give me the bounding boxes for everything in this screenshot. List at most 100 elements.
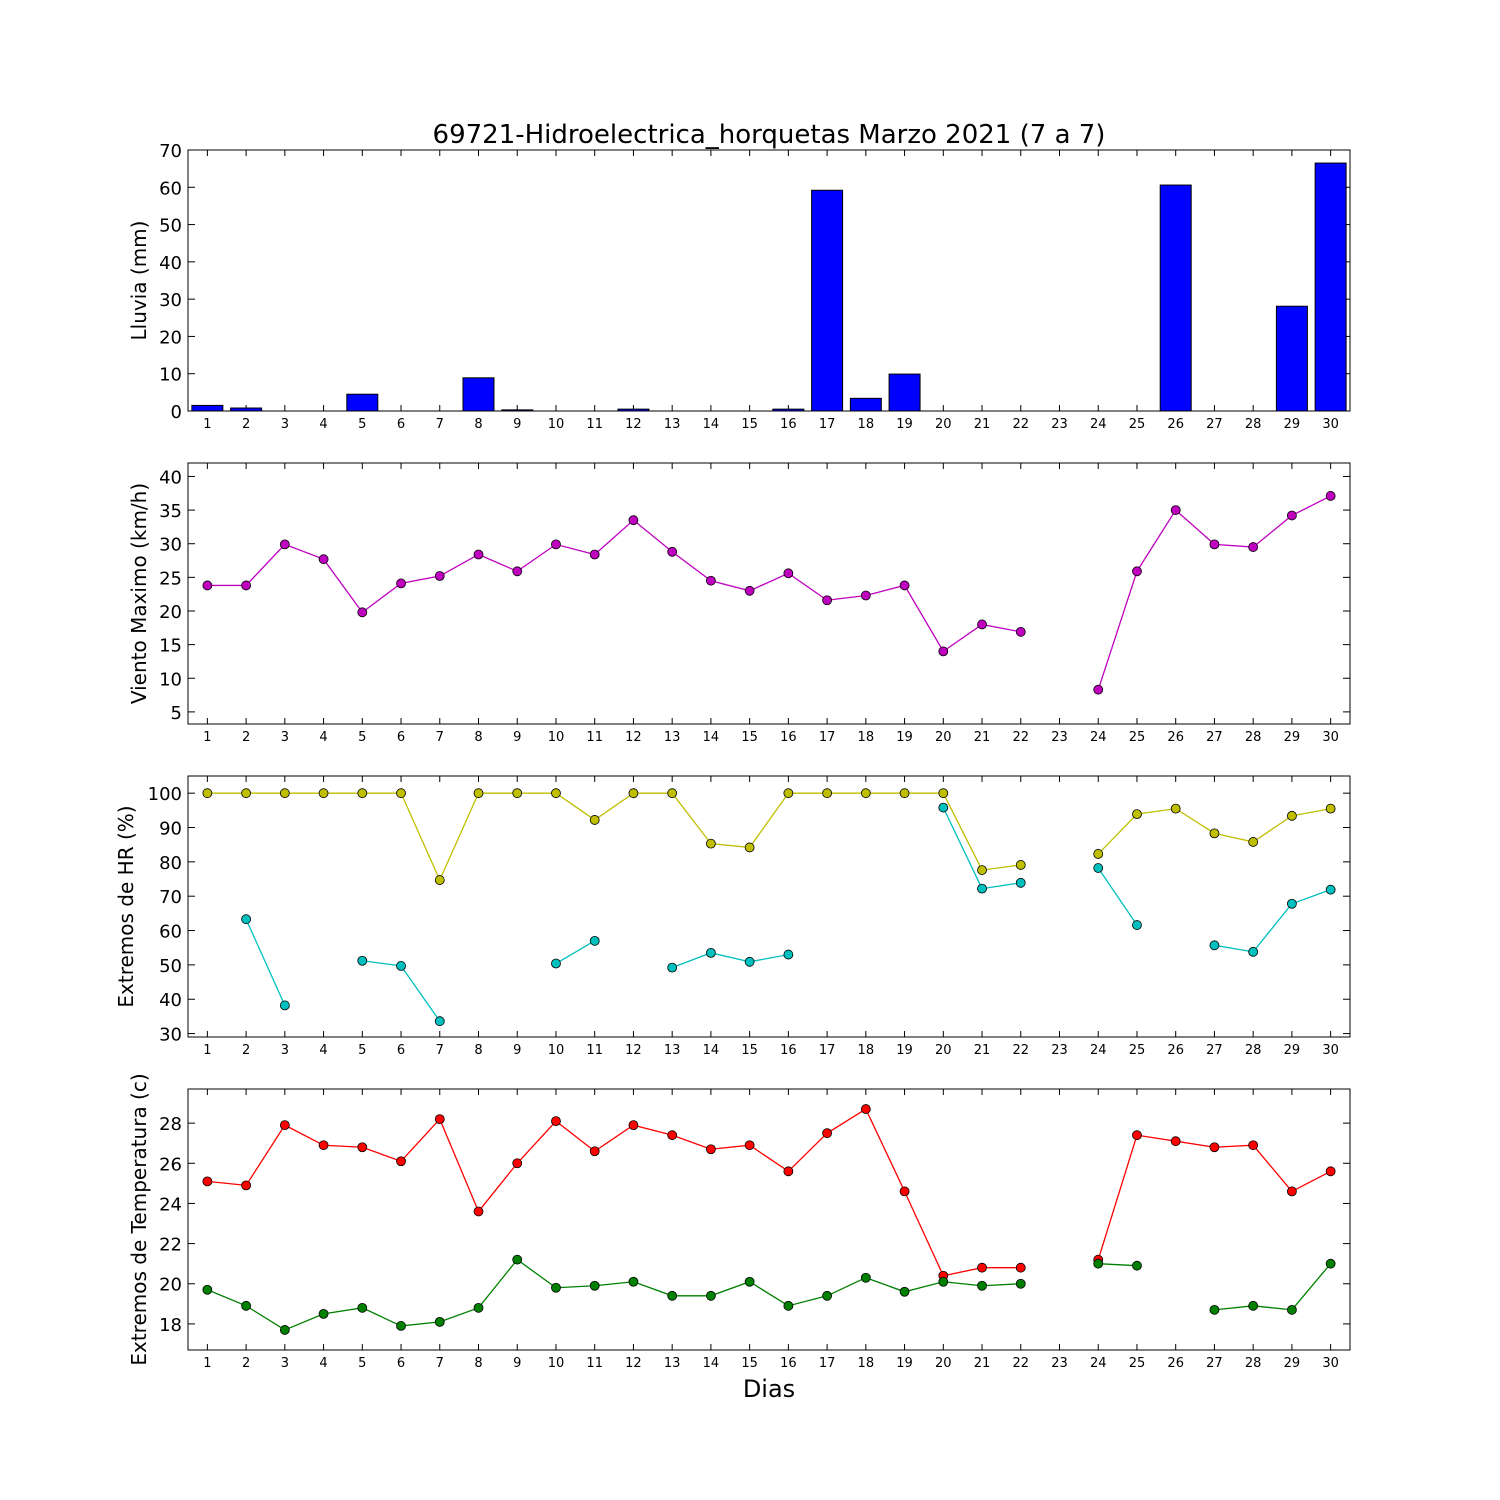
y-tick-label: 60 (159, 922, 182, 943)
data-point (706, 838, 716, 849)
data-point (1209, 1142, 1220, 1153)
x-tick-label: 22 (1012, 1356, 1029, 1371)
y-tick-label: 22 (159, 1235, 182, 1256)
y-tick-label: 0 (171, 402, 182, 423)
data-point (1287, 510, 1297, 521)
x-tick-label: 10 (548, 1043, 565, 1058)
data-point (628, 1120, 639, 1131)
x-tick-label: 29 (1284, 1043, 1301, 1058)
series-line (207, 1108, 1021, 1277)
data-point (279, 1325, 290, 1335)
series-line (1214, 889, 1331, 953)
series-line (207, 792, 1021, 882)
data-point (1093, 849, 1104, 859)
x-tick-label: 10 (548, 730, 565, 745)
x-tick-label: 7 (436, 1043, 444, 1058)
data-point (551, 539, 561, 550)
y-tick-label: 40 (159, 990, 182, 1011)
y-tick-label: 10 (159, 669, 182, 690)
data-point (1325, 491, 1336, 501)
data-point (551, 958, 561, 969)
data-point (589, 1146, 600, 1157)
x-tick-label: 30 (1322, 730, 1339, 745)
data-point (977, 1280, 987, 1291)
bar (888, 373, 921, 412)
x-tick-label: 15 (741, 1043, 758, 1058)
bar (346, 393, 379, 412)
data-point (202, 1284, 213, 1295)
x-tick-label: 15 (741, 1356, 758, 1371)
x-tick-label: 5 (358, 730, 366, 745)
data-point (860, 788, 871, 799)
x-tick-label: 7 (436, 1356, 444, 1371)
x-tick-label: 1 (203, 730, 211, 745)
data-point (1015, 1262, 1026, 1273)
data-point (473, 549, 484, 560)
data-point (1209, 828, 1220, 839)
x-tick-label: 4 (319, 730, 327, 745)
data-point (783, 788, 794, 799)
series-line (1097, 867, 1138, 926)
data-point (357, 1142, 368, 1153)
data-point (938, 646, 949, 657)
data-point (1093, 863, 1104, 873)
series-line (1098, 1263, 1138, 1267)
data-point (706, 947, 716, 958)
data-point (318, 554, 329, 565)
x-tick-label: 5 (358, 1043, 366, 1058)
series-line (207, 1258, 1021, 1331)
bar (462, 377, 495, 412)
plot-area (187, 775, 1351, 1038)
x-tick-label: 2 (242, 730, 250, 745)
x-tick-label: 19 (896, 1356, 913, 1371)
bar (1275, 305, 1308, 412)
series-line (207, 519, 1021, 653)
y-tick-label: 30 (159, 535, 182, 556)
data-point (938, 788, 949, 799)
data-point (357, 788, 368, 799)
data-point (783, 949, 794, 960)
x-tick-label: 8 (474, 1356, 482, 1371)
x-tick-label: 10 (548, 1356, 565, 1371)
data-point (241, 1300, 252, 1311)
data-point (744, 956, 755, 967)
data-point (551, 1116, 561, 1127)
data-point (899, 788, 910, 799)
x-tick-label: 28 (1245, 730, 1262, 745)
x-tick-label: 4 (319, 1356, 327, 1371)
data-point (744, 585, 755, 596)
y-axis-label: Viento Maximo (km/h) (127, 483, 151, 704)
x-tick-label: 3 (281, 417, 289, 432)
y-axis-label: Lluvia (mm) (127, 221, 151, 341)
data-point (860, 590, 871, 601)
y-tick-label: 90 (159, 819, 182, 840)
x-tick-label: 26 (1167, 1356, 1184, 1371)
data-point (1325, 803, 1336, 814)
data-point (434, 1114, 445, 1125)
data-point (318, 1140, 329, 1151)
bar (230, 407, 263, 412)
x-tick-label: 25 (1129, 1356, 1146, 1371)
data-point (318, 1308, 329, 1319)
y-axis-label: Extremos de Temperatura (c) (127, 1073, 151, 1365)
data-point (357, 955, 368, 966)
x-tick-label: 12 (625, 730, 642, 745)
x-tick-label: 17 (819, 417, 836, 432)
data-point (473, 1206, 484, 1217)
x-tick-label: 23 (1051, 1043, 1068, 1058)
data-point (783, 1300, 794, 1311)
data-point (473, 1302, 484, 1313)
x-tick-label: 13 (664, 1356, 681, 1371)
data-point (1287, 810, 1297, 821)
data-point (396, 1156, 406, 1167)
data-point (667, 546, 678, 557)
x-tick-label: 21 (974, 417, 991, 432)
data-point (744, 1276, 755, 1287)
data-point (1209, 539, 1220, 550)
data-point (1015, 1278, 1026, 1289)
x-tick-label: 23 (1051, 1356, 1068, 1371)
x-tick-label: 30 (1322, 417, 1339, 432)
x-tick-label: 20 (935, 417, 952, 432)
